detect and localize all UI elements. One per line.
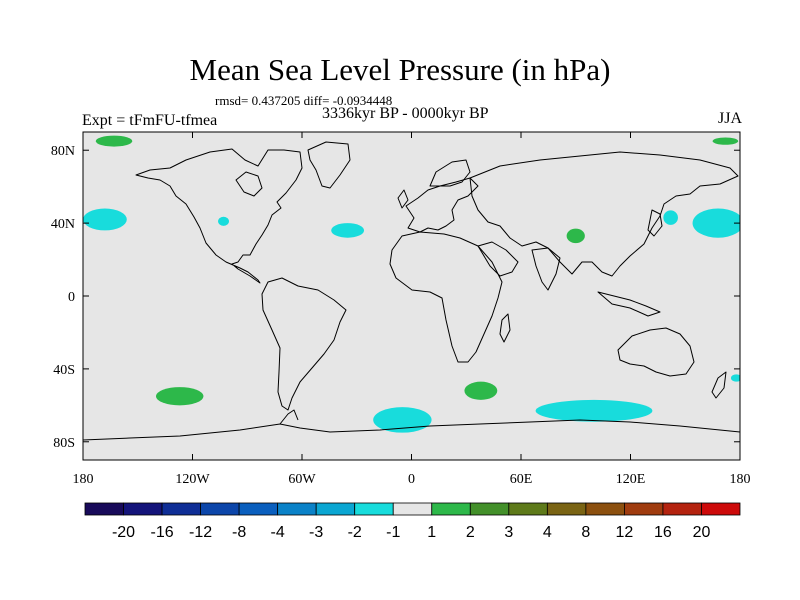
colorbar-label: -2 (348, 524, 362, 541)
colorbar-box-6 (315, 502, 356, 516)
y-axis: 80N 40N 0 40S 80S (51, 144, 740, 451)
colorbar-box-13 (585, 502, 625, 516)
period-label: 3336kyr BP - 0000kyr BP (322, 105, 489, 122)
coast-india (531, 247, 561, 291)
colorbar-box-14 (624, 502, 664, 516)
coast-japan (647, 209, 663, 237)
colorbar-label: 2 (466, 524, 475, 541)
colorbar-box-0 (84, 502, 124, 516)
colorbar-box-5 (277, 502, 317, 516)
negative-anomaly-2 (331, 223, 365, 238)
colorbar-label: -16 (150, 524, 173, 541)
season-label: JJA (717, 110, 742, 127)
colorbar-label: -3 (309, 524, 323, 541)
coast-scandinavia (429, 159, 471, 187)
colorbar-label: -1 (386, 524, 400, 541)
x-tick-label: 120E (616, 472, 646, 487)
colorbar-box-11 (508, 502, 548, 516)
negative-anomaly-7 (535, 399, 653, 422)
colorbar-box-12 (546, 502, 587, 516)
colorbar-label: 1 (427, 524, 436, 541)
colorbar-box-8 (392, 502, 433, 516)
colorbar-label: -4 (271, 524, 285, 541)
x-axis: 180 120W 60W 0 60E 120E 180 (73, 132, 751, 487)
stats-text: rmsd= 0.437205 diff= -0.0934448 (215, 93, 393, 108)
coast-eurasia (469, 151, 739, 277)
coast-arabia (477, 241, 519, 277)
colorbar-box-7 (354, 502, 394, 516)
colorbar-label: -12 (189, 524, 212, 541)
colorbar-box-1 (123, 502, 163, 516)
coast-hudson-bay (235, 171, 263, 197)
coast-antarctic-peninsula (279, 409, 299, 425)
experiment-label: Expt = tFmFU-tfmea (82, 112, 218, 129)
positive-anomaly-8 (95, 135, 133, 147)
colorbar-label: 3 (504, 524, 513, 541)
colorbar-label: -8 (232, 524, 246, 541)
x-tick-label: 60E (510, 472, 533, 487)
positive-anomaly-10 (566, 228, 585, 244)
colorbar-box-4 (238, 502, 279, 516)
colorbar: -20 -16 -12 -8 -4 -3 -2 -1 1 2 3 4 8 12 16 20 (84, 502, 741, 541)
y-tick-label: 40N (51, 217, 75, 232)
x-tick-label: 180 (73, 472, 94, 487)
colorbar-label: 4 (543, 524, 552, 541)
coast-north-america (135, 148, 303, 284)
colorbar-box-3 (200, 502, 240, 516)
coast-africa (389, 231, 503, 363)
coast-madagascar (499, 313, 511, 343)
y-tick-label: 0 (68, 290, 75, 305)
y-tick-label: 80S (53, 436, 75, 451)
colorbar-label: 20 (693, 524, 711, 541)
x-tick-label: 120W (175, 472, 210, 487)
coastlines (83, 141, 740, 441)
negative-anomaly-0 (83, 208, 127, 231)
colorbar-label: 16 (654, 524, 672, 541)
coast-greenland (307, 141, 351, 189)
colorbar-box-10 (469, 502, 510, 516)
page-title: Mean Sea Level Pressure (in hPa) (189, 52, 611, 87)
x-tick-label: 60W (288, 472, 316, 487)
x-tick-label: 0 (408, 472, 415, 487)
coast-uk (397, 189, 409, 209)
colorbar-box-9 (431, 502, 471, 516)
positive-anomaly-9 (712, 137, 739, 145)
negative-anomaly-6 (373, 407, 432, 433)
negative-anomaly-4 (692, 208, 740, 238)
colorbar-label: -20 (112, 524, 135, 541)
negative-anomaly-5 (730, 374, 740, 382)
negative-anomaly-1 (218, 216, 229, 226)
coast-europe (405, 177, 479, 233)
y-tick-label: 40S (53, 363, 75, 378)
colorbar-label: 8 (581, 524, 590, 541)
y-tick-label: 80N (51, 144, 75, 159)
coast-australia (617, 327, 695, 377)
coast-south-america (261, 277, 347, 411)
colorbar-box-2 (161, 502, 201, 516)
anomaly-layer (83, 135, 740, 433)
colorbar-box-15 (662, 502, 702, 516)
positive-anomaly-12 (464, 381, 498, 400)
coast-southeast-asia (597, 291, 661, 317)
negative-anomaly-3 (663, 210, 678, 225)
colorbar-label: 12 (616, 524, 634, 541)
x-tick-label: 180 (730, 472, 751, 487)
colorbar-box-16 (701, 502, 741, 516)
coast-new-zealand (711, 371, 727, 399)
coast-antarctica (83, 419, 740, 441)
positive-anomaly-11 (156, 387, 204, 406)
